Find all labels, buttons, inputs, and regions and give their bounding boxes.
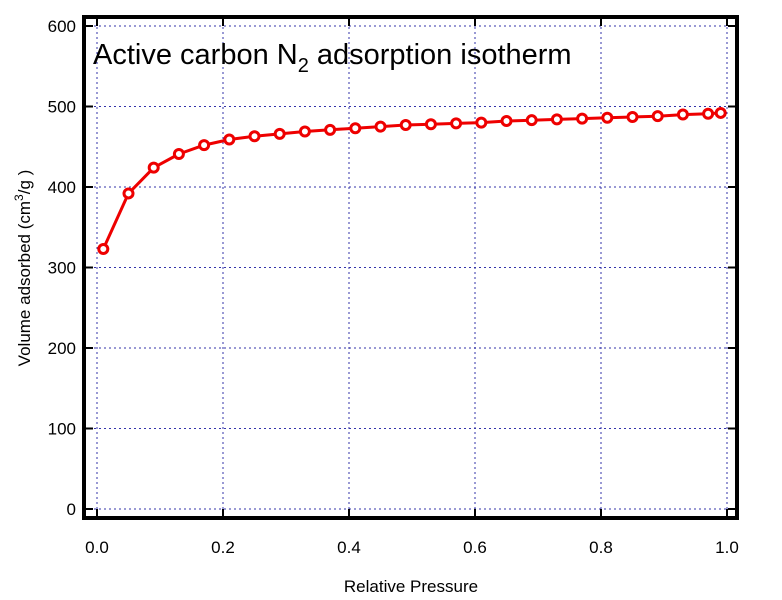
data-point bbox=[500, 114, 513, 127]
series-layer bbox=[97, 106, 727, 255]
x-axis-title: Relative Pressure bbox=[344, 577, 478, 596]
data-point bbox=[576, 112, 589, 125]
y-tick-label: 100 bbox=[48, 420, 76, 439]
data-point bbox=[550, 113, 563, 126]
data-point bbox=[374, 120, 387, 133]
chart-title-subscript: 2 bbox=[298, 55, 309, 77]
y-axis-title: Volume adsorbed (cm3/g ) bbox=[12, 170, 34, 367]
data-point bbox=[172, 147, 185, 160]
grid bbox=[84, 17, 737, 518]
data-point bbox=[122, 187, 135, 200]
data-point bbox=[248, 130, 261, 143]
chart-title-rest: adsorption isotherm bbox=[309, 39, 572, 71]
data-point bbox=[424, 118, 437, 131]
chart-title-main: Active carbon N bbox=[93, 39, 298, 71]
x-tick-label: 0.2 bbox=[211, 538, 235, 557]
y-tick-label: 200 bbox=[48, 339, 76, 358]
x-tick-label: 0.6 bbox=[463, 538, 487, 557]
data-point bbox=[676, 108, 689, 121]
data-point bbox=[450, 117, 463, 130]
data-point bbox=[525, 114, 538, 127]
y-tick-label: 0 bbox=[67, 500, 76, 519]
data-point bbox=[298, 125, 311, 138]
data-point bbox=[651, 110, 664, 123]
x-tick-label: 1.0 bbox=[715, 538, 739, 557]
y-tick-label: 400 bbox=[48, 178, 76, 197]
x-tick-label: 0.4 bbox=[337, 538, 361, 557]
data-point bbox=[147, 161, 160, 174]
data-point bbox=[349, 122, 362, 135]
axis-ticks: 0.0 0.2 0.4 0.6 0.8 1.0 0 100 200 300 400 500 600 bbox=[48, 17, 739, 557]
data-point bbox=[601, 111, 614, 124]
y-axis-title-superscript: 3 bbox=[12, 194, 26, 201]
x-tick-label: 0.8 bbox=[589, 538, 613, 557]
data-point bbox=[702, 107, 715, 120]
data-point bbox=[475, 116, 488, 129]
data-point bbox=[223, 133, 236, 146]
data-point bbox=[399, 119, 412, 132]
data-point bbox=[273, 127, 286, 140]
data-point bbox=[626, 110, 639, 123]
data-point bbox=[714, 106, 727, 119]
data-point bbox=[97, 242, 110, 255]
y-tick-label: 500 bbox=[48, 98, 76, 117]
series-line bbox=[101, 111, 721, 250]
data-point bbox=[198, 139, 211, 152]
y-tick-label: 600 bbox=[48, 17, 76, 36]
data-point bbox=[324, 123, 337, 136]
y-tick-label: 300 bbox=[48, 259, 76, 278]
chart-title: Active carbon N2 adsorption isotherm bbox=[93, 39, 572, 77]
y-axis-title-rest: /g ) bbox=[15, 170, 34, 195]
x-tick-label: 0.0 bbox=[85, 538, 109, 557]
y-axis-title-main: Volume adsorbed (cm bbox=[15, 201, 34, 366]
